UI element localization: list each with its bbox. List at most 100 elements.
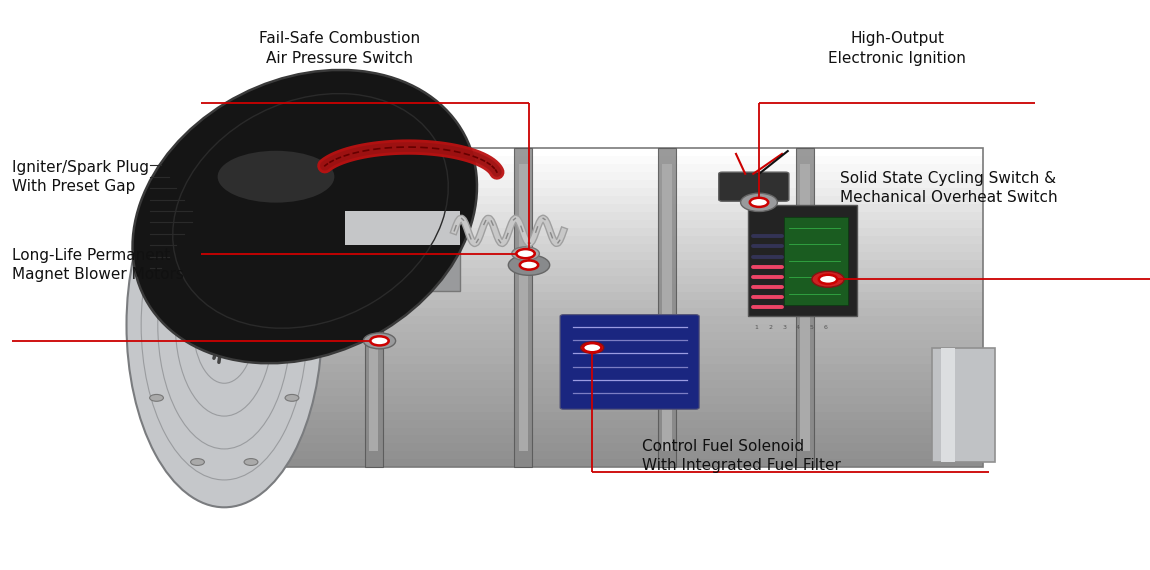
Bar [941, 348, 954, 462]
Circle shape [508, 255, 550, 275]
Circle shape [244, 459, 258, 466]
Circle shape [750, 198, 768, 207]
Bar [178, 204, 983, 212]
FancyBboxPatch shape [560, 315, 699, 409]
Bar [519, 164, 528, 451]
Bar [178, 164, 983, 172]
Bar [514, 148, 532, 467]
FancyArrowPatch shape [227, 315, 244, 324]
Ellipse shape [217, 151, 335, 203]
Bar [345, 211, 460, 245]
FancyArrowPatch shape [227, 326, 244, 335]
Circle shape [150, 249, 163, 255]
Bar [178, 356, 983, 364]
Text: 2: 2 [768, 325, 773, 330]
Bar [178, 276, 983, 284]
Bar [658, 148, 676, 467]
Ellipse shape [126, 142, 322, 507]
Text: 1: 1 [754, 325, 759, 330]
Bar [178, 260, 983, 268]
Text: Solid State Cycling Switch &
Mechanical Overheat Switch: Solid State Cycling Switch & Mechanical … [840, 171, 1057, 205]
Bar [178, 236, 983, 244]
Bar [178, 252, 983, 260]
FancyBboxPatch shape [719, 172, 789, 201]
Circle shape [285, 249, 299, 255]
Circle shape [819, 275, 837, 284]
Bar [178, 388, 983, 396]
Text: 4: 4 [796, 325, 800, 330]
Circle shape [370, 336, 389, 345]
Text: Long-Life Permanent
Magnet Blower Motors: Long-Life Permanent Magnet Blower Motors [12, 248, 183, 282]
FancyArrowPatch shape [218, 287, 224, 322]
Circle shape [583, 343, 601, 352]
Circle shape [244, 184, 258, 191]
Text: Igniter/Spark Plug
With Preset Gap: Igniter/Spark Plug With Preset Gap [12, 160, 148, 194]
FancyArrowPatch shape [214, 328, 223, 359]
Ellipse shape [215, 308, 233, 341]
Bar [178, 396, 983, 404]
Bar [178, 300, 983, 308]
Bar [178, 332, 983, 340]
Bar [178, 451, 983, 459]
FancyArrowPatch shape [209, 327, 223, 352]
Bar [178, 364, 983, 372]
Bar [178, 212, 983, 220]
Bar [178, 308, 983, 316]
Circle shape [516, 249, 535, 258]
Circle shape [741, 193, 777, 211]
Bar [178, 220, 983, 228]
Bar [662, 164, 672, 451]
Bar [178, 244, 983, 252]
Bar [178, 148, 983, 156]
Bar [178, 340, 983, 348]
Bar [178, 428, 983, 435]
Text: Fail-Safe Combustion
Air Pressure Switch: Fail-Safe Combustion Air Pressure Switch [259, 31, 420, 66]
Text: 5: 5 [810, 325, 814, 330]
Bar [178, 316, 983, 324]
Text: 3: 3 [782, 325, 787, 330]
Bar [178, 196, 983, 204]
Bar [178, 412, 983, 420]
Text: Control Fuel Solenoid
With Integrated Fuel Filter: Control Fuel Solenoid With Integrated Fu… [642, 439, 841, 473]
Circle shape [191, 459, 205, 466]
Circle shape [191, 184, 205, 191]
Bar [178, 284, 983, 292]
FancyArrowPatch shape [214, 291, 223, 322]
Bar [178, 372, 983, 380]
Bar [365, 148, 383, 467]
Bar [178, 228, 983, 236]
Bar [178, 324, 983, 332]
Circle shape [363, 333, 396, 349]
Bar [178, 156, 983, 164]
Bar [800, 164, 810, 451]
Circle shape [581, 342, 604, 353]
Bar [178, 292, 983, 300]
Bar [178, 404, 983, 412]
Bar [784, 217, 848, 305]
Bar [932, 348, 995, 462]
Bar [178, 148, 983, 467]
Bar [178, 380, 983, 388]
Circle shape [285, 394, 299, 401]
Bar [369, 164, 378, 451]
Bar [178, 188, 983, 196]
Ellipse shape [132, 70, 477, 363]
Bar [178, 348, 983, 356]
Bar [345, 177, 460, 291]
Circle shape [520, 260, 538, 270]
FancyArrowPatch shape [218, 328, 224, 363]
Circle shape [812, 271, 844, 287]
Text: High-Output
Electronic Ignition: High-Output Electronic Ignition [828, 31, 966, 66]
Text: 6: 6 [823, 325, 828, 330]
Circle shape [512, 247, 539, 260]
Bar [178, 435, 983, 443]
Circle shape [150, 394, 163, 401]
Bar [796, 148, 814, 467]
FancyArrowPatch shape [209, 298, 223, 323]
Bar [178, 459, 983, 467]
Bar [178, 420, 983, 428]
Bar [748, 205, 857, 316]
Bar [178, 268, 983, 276]
Bar [178, 443, 983, 451]
Bar [178, 172, 983, 180]
